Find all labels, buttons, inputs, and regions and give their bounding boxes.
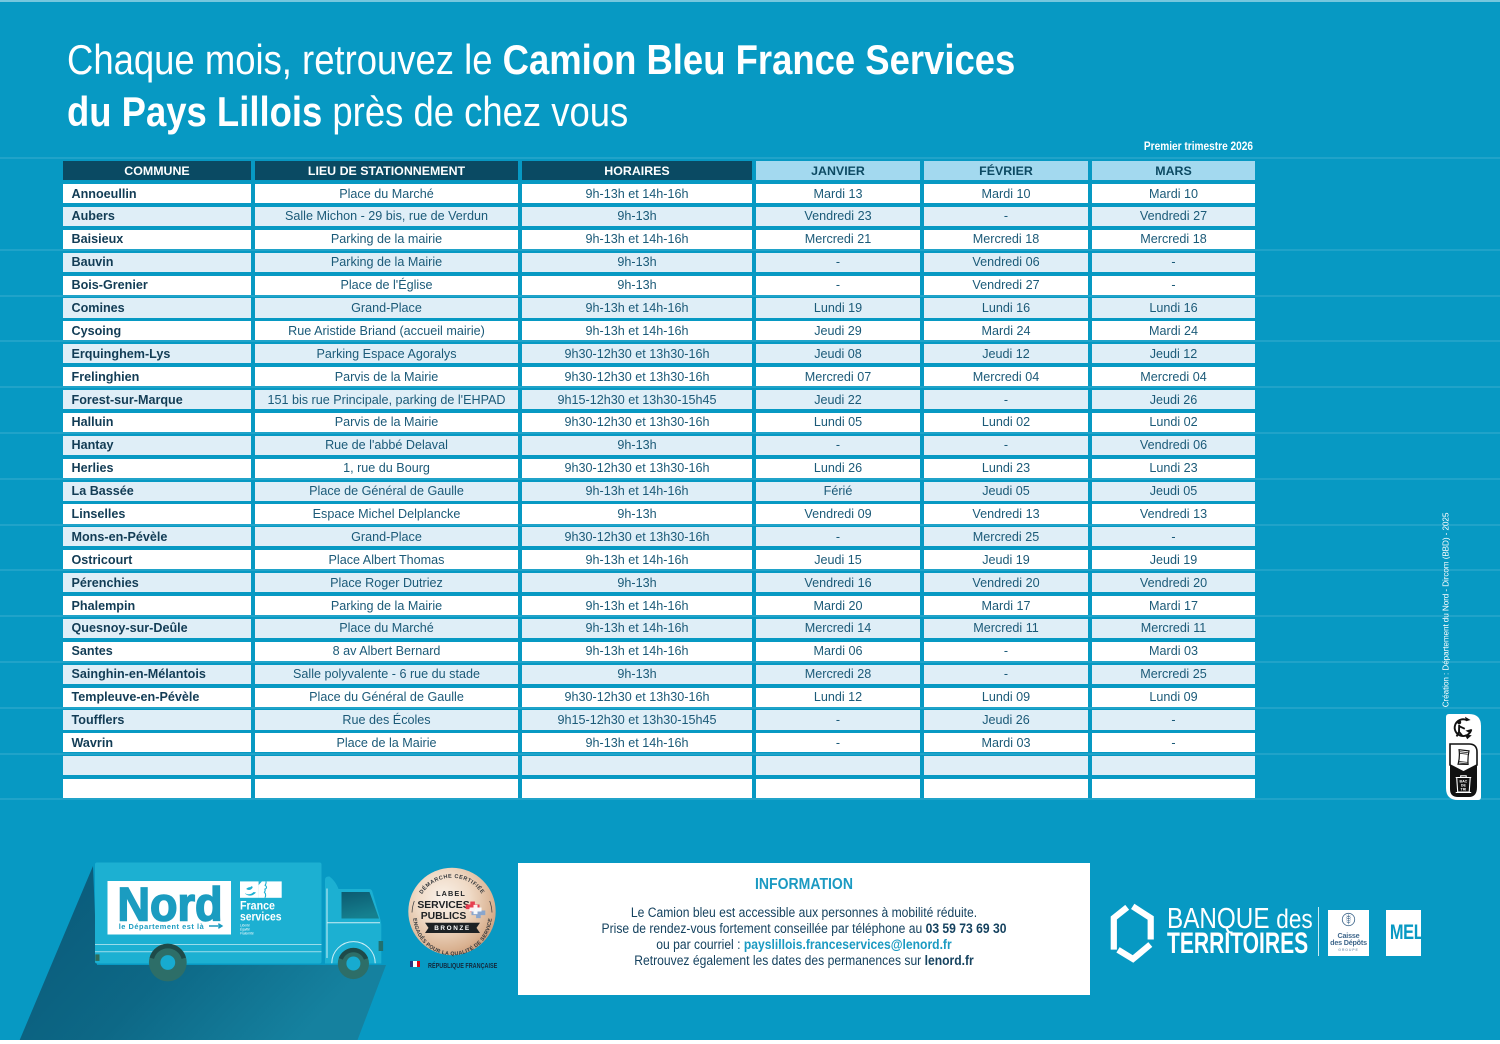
svg-text:DE: DE [1461,783,1467,787]
svg-text:Égalité: Égalité [240,927,250,932]
svg-text:le Département est là: le Département est là [119,922,205,931]
svg-text:France: France [240,901,275,913]
svg-text:Nord: Nord [118,877,223,930]
svg-text:services: services [240,912,282,924]
svg-text:Fraternité: Fraternité [240,932,254,936]
svg-text:TRI: TRI [1461,787,1467,791]
svg-text:BRONZE: BRONZE [434,925,471,932]
svg-text:Liberté: Liberté [240,924,250,928]
svg-text:LABEL: LABEL [436,889,466,898]
svg-text:SERVICES: SERVICES [417,900,469,911]
svg-text:PUBLICS: PUBLICS [421,911,467,922]
svg-text:BAC: BAC [1460,779,1468,783]
